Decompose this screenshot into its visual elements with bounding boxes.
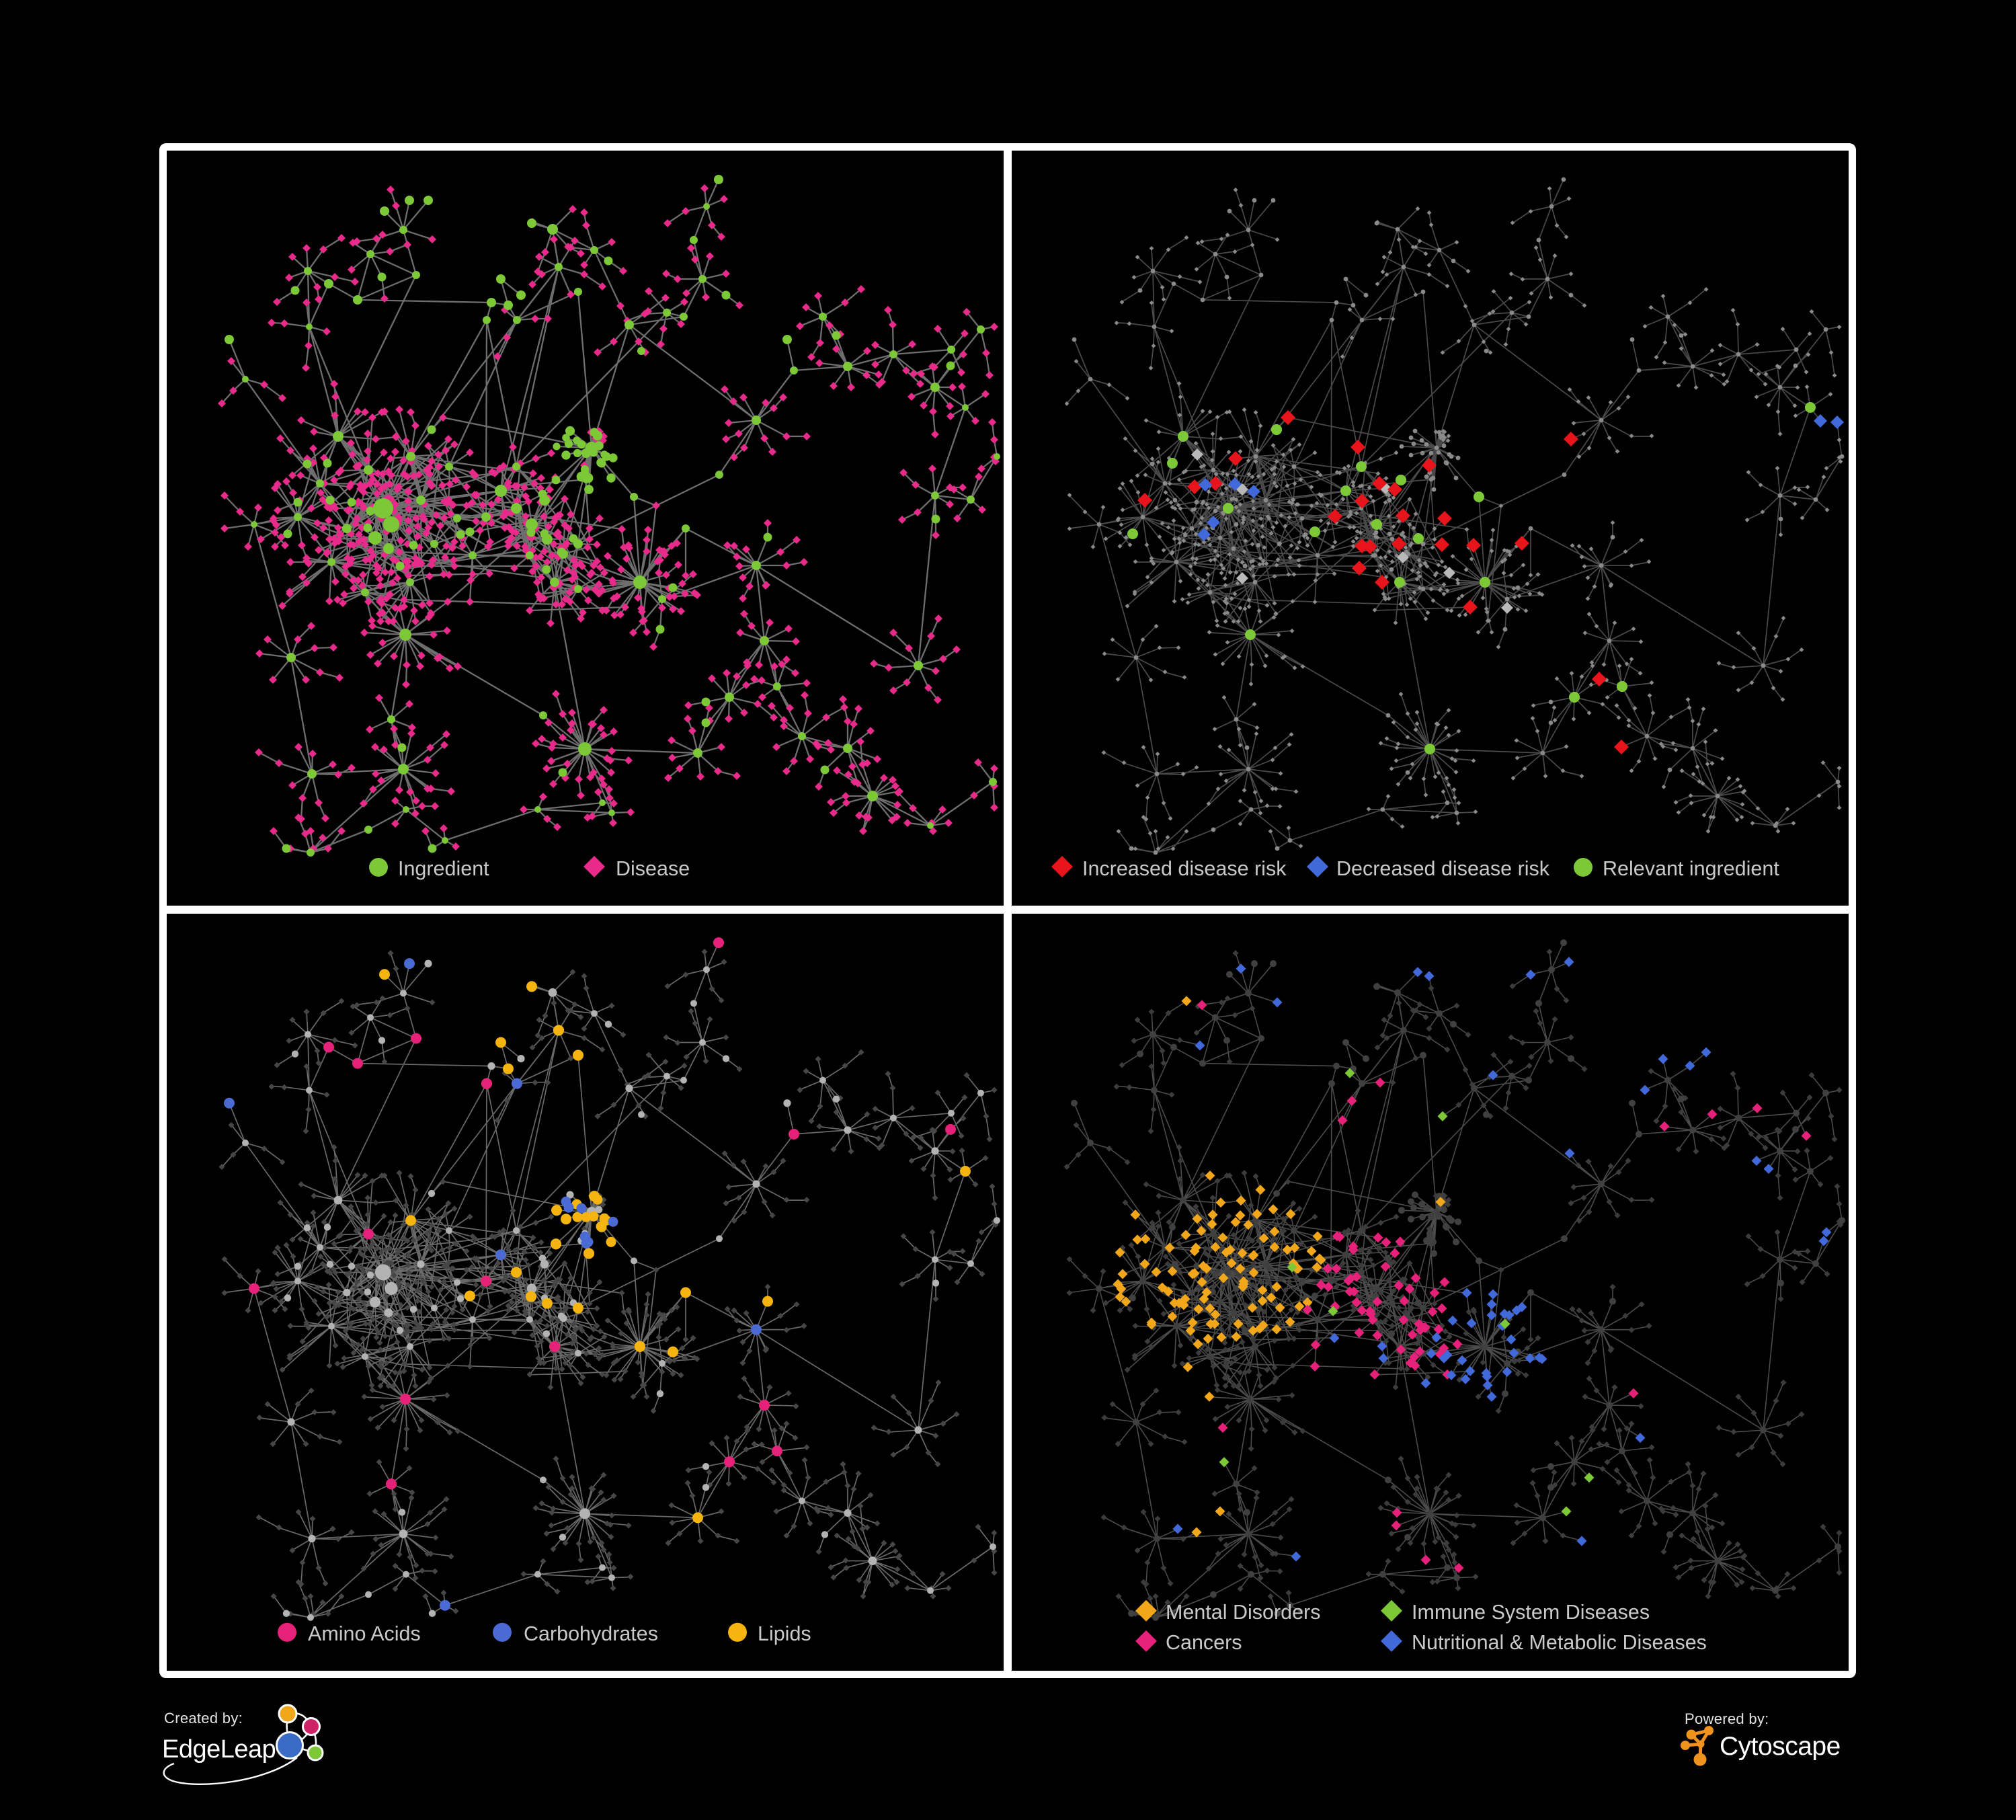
svg-text:Created by:: Created by: (164, 1710, 243, 1727)
svg-text:Increased disease risk: Increased disease risk (1082, 857, 1287, 880)
svg-text:Immune System Diseases: Immune System Diseases (1412, 1601, 1650, 1624)
svg-text:Mental Disorders: Mental Disorders (1166, 1601, 1320, 1624)
svg-text:Powered by:: Powered by: (1685, 1710, 1769, 1727)
svg-text:Decreased disease risk: Decreased disease risk (1336, 857, 1550, 880)
svg-text:Disease: Disease (616, 857, 690, 880)
svg-text:Lipids: Lipids (758, 1622, 811, 1645)
svg-text:Cytoscape: Cytoscape (1720, 1732, 1841, 1761)
svg-text:Amino Acids: Amino Acids (308, 1622, 421, 1645)
svg-text:Nutritional & Metabolic Diseas: Nutritional & Metabolic Diseases (1412, 1631, 1707, 1654)
svg-text:Carbohydrates: Carbohydrates (524, 1622, 658, 1645)
svg-text:Relevant ingredient: Relevant ingredient (1603, 857, 1779, 880)
svg-text:EdgeLeap: EdgeLeap (162, 1735, 276, 1764)
svg-text:Ingredient: Ingredient (398, 857, 489, 880)
svg-text:Cancers: Cancers (1166, 1631, 1242, 1654)
